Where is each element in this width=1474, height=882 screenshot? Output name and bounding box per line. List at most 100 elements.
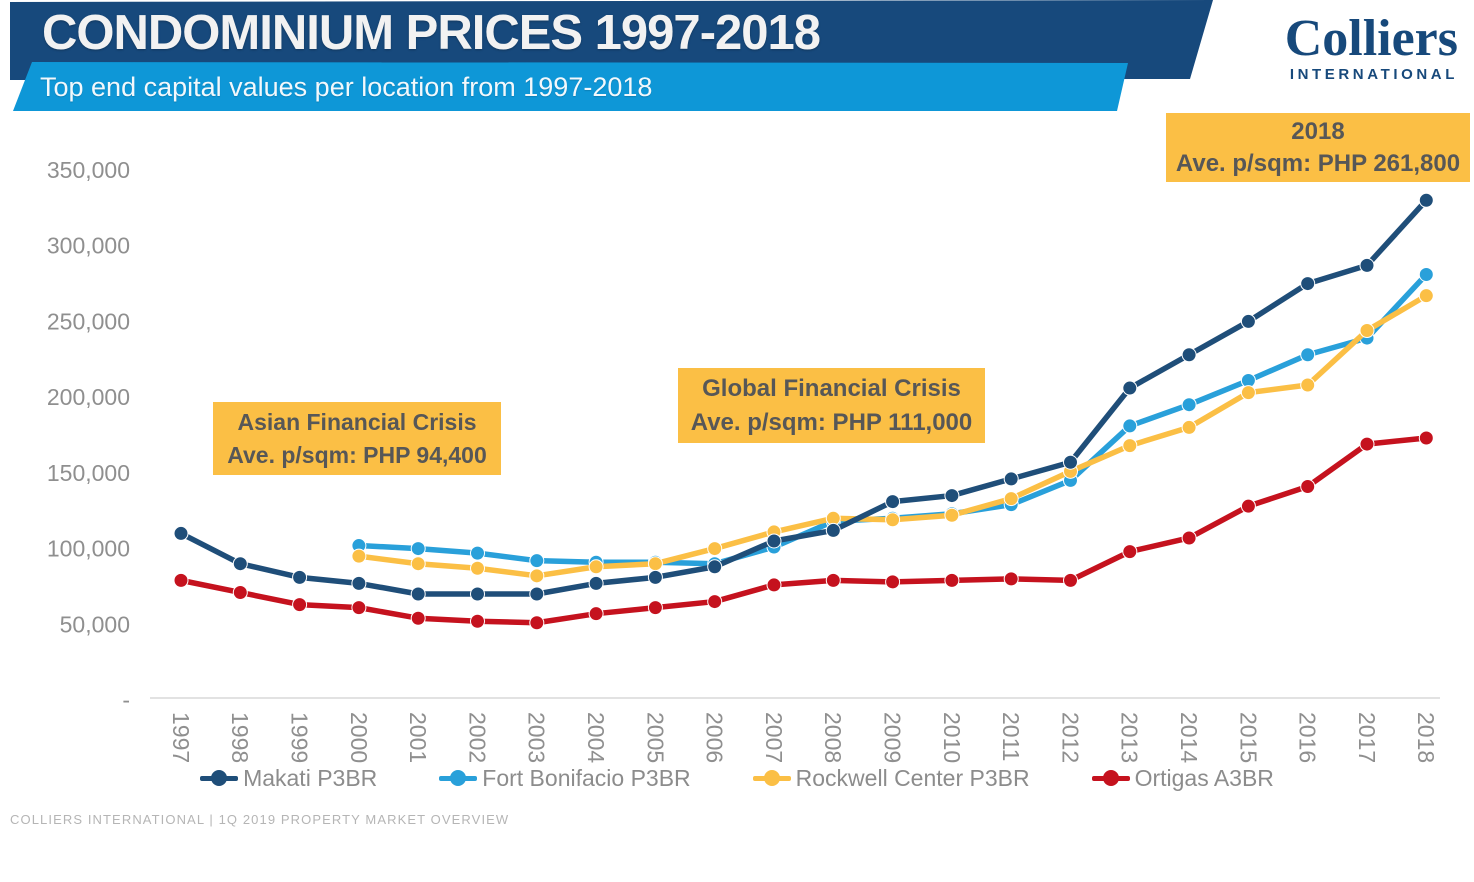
annotation-global-crisis: Global Financial Crisis Ave. p/sqm: PHP … bbox=[678, 368, 985, 443]
y-axis-tick-label: 150,000 bbox=[47, 460, 130, 486]
x-axis-tick-label: 2011 bbox=[998, 712, 1024, 761]
makati-series-marker-icon bbox=[200, 770, 239, 786]
data-point bbox=[470, 613, 485, 629]
data-point bbox=[944, 488, 960, 504]
data-point bbox=[1122, 544, 1138, 560]
data-point bbox=[351, 600, 367, 616]
footer-source-text: COLLIERS INTERNATIONAL | 1Q 2019 PROPERT… bbox=[10, 812, 510, 827]
data-point bbox=[825, 522, 841, 538]
data-point bbox=[410, 541, 426, 557]
colliers-logo: Colliers INTERNATIONAL bbox=[1238, 12, 1458, 84]
x-axis-tick-label: 2007 bbox=[761, 712, 787, 763]
data-point bbox=[885, 512, 901, 528]
x-axis-tick-label: 2014 bbox=[1176, 712, 1202, 763]
legend-item-ortigas: Ortigas A3BR bbox=[1091, 764, 1274, 792]
y-axis-tick-label: 350,000 bbox=[47, 157, 130, 183]
x-axis-tick-label: 2002 bbox=[464, 712, 490, 763]
y-axis-tick-label: 100,000 bbox=[47, 536, 130, 562]
data-point bbox=[351, 548, 367, 564]
data-point bbox=[1300, 276, 1316, 292]
data-point bbox=[1418, 192, 1434, 208]
x-axis-tick-label: 2013 bbox=[1117, 712, 1143, 763]
data-point bbox=[1003, 491, 1019, 507]
data-point bbox=[410, 556, 426, 572]
data-point bbox=[292, 569, 308, 585]
data-point bbox=[1003, 471, 1019, 487]
annotation-afc-title: Asian Financial Crisis bbox=[237, 408, 477, 435]
chart-legend: Makati P3BR Fort Bonifacio P3BR Rockwell… bbox=[0, 760, 1474, 796]
data-point bbox=[1181, 397, 1197, 413]
data-point bbox=[292, 597, 308, 613]
x-axis-tick-label: 2017 bbox=[1354, 712, 1380, 763]
data-point bbox=[707, 559, 723, 575]
data-point bbox=[1300, 478, 1316, 494]
legend-item-rockwell: Rockwell Center P3BR bbox=[752, 765, 1030, 792]
data-point bbox=[1122, 380, 1138, 396]
data-point bbox=[1181, 347, 1197, 363]
data-point bbox=[173, 525, 189, 541]
annotation-gfc-value: Ave. p/sqm: PHP 111,000 bbox=[690, 408, 973, 436]
x-axis-tick-label: 2000 bbox=[346, 712, 372, 763]
data-point bbox=[529, 568, 545, 584]
x-axis-tick-label: 1998 bbox=[227, 712, 253, 763]
x-axis-tick-label: 2012 bbox=[1057, 712, 1083, 763]
data-point bbox=[885, 494, 901, 510]
data-point bbox=[1359, 436, 1375, 452]
legend-item-fort-bonifacio: Fort Bonifacio P3BR bbox=[439, 764, 691, 792]
logo-subtext: INTERNATIONAL bbox=[1289, 66, 1458, 83]
x-axis-tick-label: 2015 bbox=[1235, 712, 1261, 763]
x-axis-tick-label: 2005 bbox=[642, 712, 668, 763]
data-point bbox=[1300, 377, 1316, 393]
y-axis-tick-label: 50,000 bbox=[60, 611, 130, 637]
x-axis-tick-label: 2010 bbox=[939, 712, 965, 763]
data-point bbox=[410, 586, 426, 602]
data-point bbox=[1063, 572, 1078, 588]
y-axis-tick-label: 200,000 bbox=[47, 384, 130, 410]
annotation-asian-crisis: Asian Financial Crisis Ave. p/sqm: PHP 9… bbox=[213, 402, 501, 475]
data-point bbox=[1418, 430, 1434, 446]
data-point bbox=[647, 556, 663, 572]
series-line bbox=[178, 197, 1430, 597]
x-axis-tick-label: 2003 bbox=[524, 712, 550, 763]
annotation-2018-title: 2018 bbox=[1291, 117, 1345, 145]
series-line bbox=[178, 435, 1430, 626]
data-point bbox=[588, 606, 604, 622]
x-axis-tick-label: 2004 bbox=[583, 712, 609, 763]
data-point bbox=[588, 575, 604, 591]
legend-label-makati: Makati P3BR bbox=[243, 764, 378, 791]
data-point bbox=[1418, 266, 1434, 282]
legend-label-ortigas: Ortigas A3BR bbox=[1134, 764, 1274, 791]
x-axis-tick-label: 2016 bbox=[1295, 712, 1321, 763]
ortigas-series-marker-icon bbox=[1091, 770, 1130, 786]
data-point bbox=[1122, 438, 1138, 454]
data-point bbox=[1359, 257, 1375, 273]
data-point bbox=[470, 560, 485, 576]
data-point bbox=[885, 574, 901, 590]
data-point bbox=[766, 533, 782, 549]
data-point bbox=[944, 507, 960, 523]
data-point bbox=[647, 600, 663, 616]
data-point bbox=[1418, 288, 1434, 304]
data-point bbox=[470, 586, 485, 602]
data-point bbox=[351, 575, 367, 591]
x-axis-tick-label: 2008 bbox=[820, 712, 846, 763]
data-point bbox=[1359, 323, 1375, 339]
data-point bbox=[1240, 385, 1256, 401]
legend-label-fort-bonifacio: Fort Bonifacio P3BR bbox=[482, 764, 691, 791]
annotation-gfc-title: Global Financial Crisis bbox=[702, 374, 961, 402]
data-point bbox=[647, 569, 663, 585]
data-point bbox=[529, 615, 545, 631]
data-point bbox=[1240, 498, 1256, 514]
data-point bbox=[1181, 419, 1197, 435]
data-point bbox=[410, 610, 426, 626]
annotation-2018-value: Ave. p/sqm: PHP 261,800 bbox=[1175, 149, 1461, 177]
data-point bbox=[1300, 347, 1316, 363]
fort-bonifacio-series-marker-icon bbox=[439, 770, 478, 786]
data-point bbox=[1240, 313, 1256, 329]
x-axis-tick-label: 1999 bbox=[287, 712, 313, 763]
data-point bbox=[1122, 418, 1138, 434]
data-point bbox=[232, 556, 248, 572]
data-point bbox=[1003, 571, 1019, 587]
legend-item-makati: Makati P3BR bbox=[200, 765, 377, 792]
